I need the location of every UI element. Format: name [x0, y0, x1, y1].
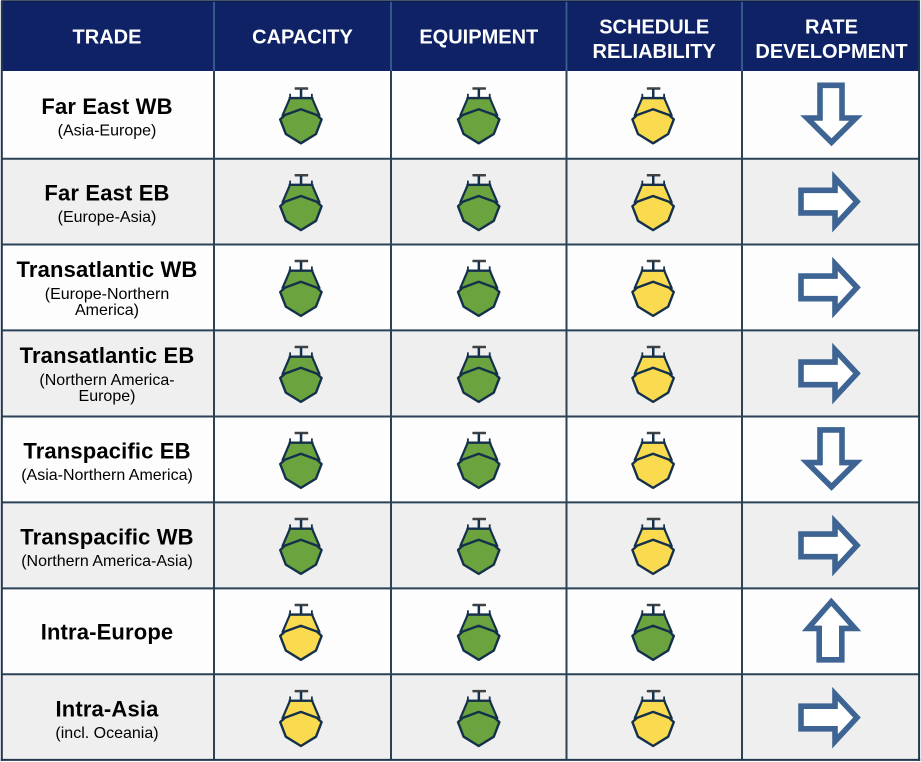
svg-text:Europe): Europe) — [79, 388, 136, 405]
svg-text:RATE: RATE — [805, 17, 858, 39]
svg-text:America): America) — [75, 302, 139, 319]
svg-text:Intra-Europe: Intra-Europe — [41, 619, 174, 644]
svg-text:(incl. Oceania): (incl. Oceania) — [55, 725, 158, 742]
svg-text:Transatlantic EB: Transatlantic EB — [20, 343, 195, 368]
svg-text:Transpacific WB: Transpacific WB — [20, 524, 193, 549]
svg-text:SCHEDULE: SCHEDULE — [599, 17, 709, 39]
svg-text:Far East WB: Far East WB — [41, 94, 172, 119]
svg-text:Far East EB: Far East EB — [44, 181, 169, 206]
svg-text:TRADE: TRADE — [73, 26, 142, 48]
svg-text:RELIABILITY: RELIABILITY — [593, 41, 717, 63]
svg-text:Transatlantic WB: Transatlantic WB — [17, 257, 198, 282]
svg-text:Intra-Asia: Intra-Asia — [56, 697, 160, 722]
svg-text:DEVELOPMENT: DEVELOPMENT — [755, 41, 907, 63]
svg-text:(Europe-Northern: (Europe-Northern — [45, 286, 170, 303]
svg-text:CAPACITY: CAPACITY — [252, 26, 353, 48]
svg-text:(Asia-Northern America): (Asia-Northern America) — [21, 467, 193, 484]
svg-text:Transpacific EB: Transpacific EB — [23, 438, 190, 463]
svg-text:(Europe-Asia): (Europe-Asia) — [58, 209, 157, 226]
svg-text:(Northern America-Asia): (Northern America-Asia) — [21, 553, 193, 570]
svg-text:EQUIPMENT: EQUIPMENT — [419, 26, 538, 48]
svg-text:(Asia-Europe): (Asia-Europe) — [58, 122, 157, 139]
svg-text:(Northern America-: (Northern America- — [39, 372, 174, 389]
